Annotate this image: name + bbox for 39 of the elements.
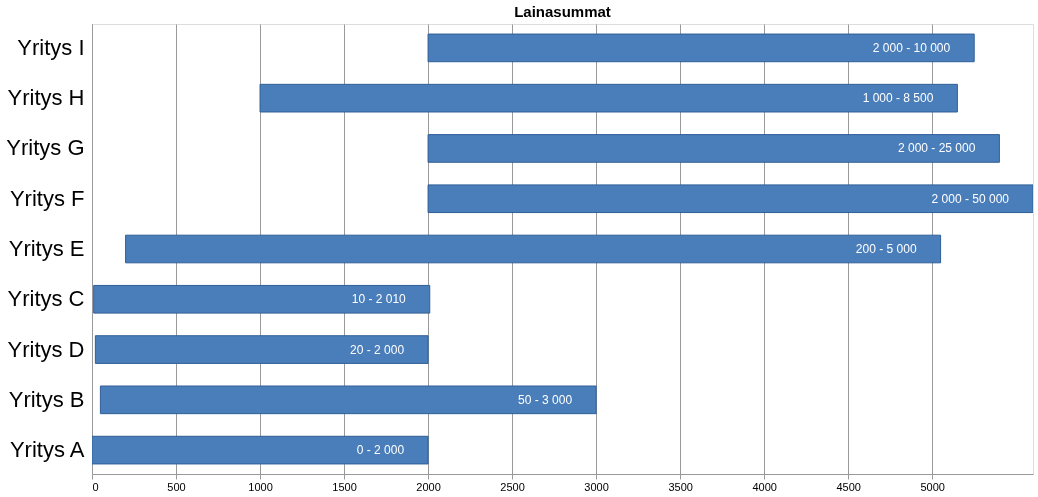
x-tick-label: 2500 <box>500 480 525 493</box>
x-tick-label: 5000 <box>920 480 945 493</box>
y-tick-label: Yritys A <box>9 437 85 463</box>
x-tick-label: 4000 <box>752 480 777 493</box>
bar <box>93 284 431 314</box>
annotation: 50 - 3 000 <box>518 392 573 407</box>
x-tick-label: 1000 <box>248 480 273 493</box>
y-tick-label: Yritys C <box>7 286 85 312</box>
annotation: 1 000 - 8 500 <box>862 91 934 106</box>
x-tick-label: 3500 <box>668 480 693 493</box>
y-tick-label: Yritys B <box>8 386 85 412</box>
y-tick-label: Yritys G <box>6 135 85 161</box>
bar <box>94 335 429 364</box>
x-tick-label: 500 <box>167 480 186 493</box>
y-tick-label: Yritys H <box>7 85 85 111</box>
annotation: 200 - 5 000 <box>855 242 917 256</box>
annotation: 10 - 2 010 <box>351 292 407 307</box>
bar <box>92 435 429 465</box>
bar <box>427 33 975 63</box>
bar <box>259 83 958 113</box>
x-tick-label: 1500 <box>332 480 357 493</box>
x-tick-label: 2000 <box>416 480 441 493</box>
annotation: 20 - 2 000 <box>350 342 405 357</box>
chart-title: Lainasummat <box>514 3 611 20</box>
annotation: 2 000 - 50 000 <box>931 191 1010 206</box>
bar <box>427 134 1000 163</box>
x-tick-label: 0 <box>92 480 99 493</box>
annotation: 2 000 - 25 000 <box>897 141 976 156</box>
annotation: 2 000 - 10 000 <box>872 40 951 55</box>
y-tick-label: Yritys F <box>9 185 85 211</box>
bar <box>99 385 597 415</box>
y-tick-label: Yritys D <box>7 336 85 362</box>
bar <box>125 234 942 264</box>
y-tick-label: Yritys I <box>17 34 85 60</box>
annotation: 0 - 2 000 <box>356 443 405 458</box>
x-tick-label: 3000 <box>584 480 609 493</box>
x-tick-label: 4500 <box>836 480 861 493</box>
bar <box>427 184 1033 214</box>
y-tick-label: Yritys E <box>8 236 85 261</box>
